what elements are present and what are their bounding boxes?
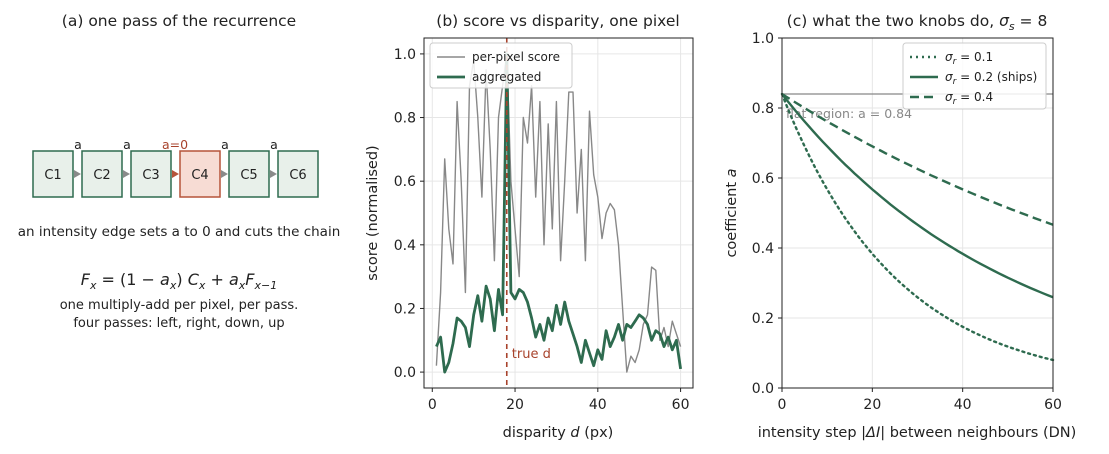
legend-label-sigma-r-0.4: σr = 0.4 (945, 90, 993, 107)
edge-caption: an intensity edge sets a to 0 and cuts t… (18, 224, 341, 240)
chart-c-ticks: 0 20 40 60 0.0 0.2 0.4 0.6 0.8 1.0 (752, 31, 1062, 413)
chart-b-ticks: 0 20 40 60 0.0 0.2 0.4 0.6 0.8 1.0 (394, 47, 690, 413)
cell-c2 (81, 150, 123, 198)
chart-b-series (435, 52, 682, 374)
chart-c-tick-label-x: 0 (778, 397, 787, 413)
chart-b-ylabel: score (normalised) (365, 145, 381, 280)
link-arrow (270, 170, 277, 178)
chart-b-tick-label-y: 1.0 (394, 47, 416, 63)
chart-b-tick-label-y: 0.2 (394, 301, 416, 317)
cell-c1 (32, 150, 74, 198)
chart-c-tick-label-x: 60 (1044, 397, 1062, 413)
panel-a: (a) one pass of the recurrence C1 C2 C3 C4 C… (18, 12, 341, 331)
chart-b-frame (423, 37, 694, 389)
link-arrow (221, 170, 228, 178)
chart-c-tick-label-x: 40 (954, 397, 972, 413)
chart-b-tick-label-y: 0.8 (394, 111, 416, 127)
chart-c-tick-label-y: 0.8 (752, 101, 774, 117)
chart-c-legend: σr = 0.1 σr = 0.2 (ships) σr = 0.4 (902, 42, 1047, 110)
recurrence-formula: Fx = (1 − ax) Cx + axFx−1 (81, 270, 277, 292)
chart-c-ylabel: coefficient a (724, 168, 740, 257)
chart-b-legend: per-pixel score aggregated (429, 42, 573, 89)
chart-b-tick-label-y: 0.0 (394, 365, 416, 381)
chart-b-legend-box (429, 42, 573, 89)
series-line-per-pixel-score (435, 53, 682, 373)
chart-c-tick-label-y: 0.2 (752, 311, 774, 327)
link-label: a (123, 137, 131, 152)
flat-region-label: flat region: a = 0.84 (786, 106, 912, 121)
chart-b: (b) score vs disparity, one pixel true d… (365, 12, 694, 441)
panel-a-title: (a) one pass of the recurrence (62, 12, 296, 30)
cut-arrow (172, 170, 179, 178)
cell-label-c6: C6 (289, 168, 306, 183)
chart-c-series: flat region: a = 0.84 (780, 92, 1055, 362)
chart-c-tick-label-y: 0.4 (752, 241, 774, 257)
cut-link-label: a=0 (162, 137, 188, 152)
cell-c4 (179, 150, 221, 198)
link-arrow (74, 170, 81, 178)
chart-b-tick-label-y: 0.4 (394, 238, 416, 254)
cell-label-c2: C2 (93, 168, 110, 183)
chart-b-tick-label-y: 0.6 (394, 174, 416, 190)
series-line-sigma-r-0.4 (781, 92, 1054, 226)
cell-c3 (130, 150, 172, 198)
cell-label-c5: C5 (240, 168, 257, 183)
cell-label-c3: C3 (142, 168, 159, 183)
chart-b-xlabel: disparity d (px) (503, 425, 614, 441)
chart-c-tick-label-y: 0.0 (752, 381, 774, 397)
series-line-sigma-r-0.2 (781, 93, 1054, 299)
link-label: a (270, 137, 278, 152)
chart-b-tick-label-x: 40 (589, 397, 607, 413)
chart-c-tick-label-x: 20 (863, 397, 881, 413)
cell-c6 (277, 150, 319, 198)
cell-label-c1: C1 (44, 168, 61, 183)
chart-c-tick-label-y: 0.6 (752, 171, 774, 187)
legend-label-sigma-r-0.1: σr = 0.1 (945, 50, 993, 67)
note-line-2: four passes: left, right, down, up (73, 316, 284, 331)
note-line-1: one multiply-add per pixel, per pass. (60, 298, 299, 313)
legend-label-aggregated: aggregated (472, 70, 541, 84)
link-label: a (74, 137, 82, 152)
chart-b-tick-label-x: 60 (672, 397, 690, 413)
cell-c5 (228, 150, 270, 198)
chart-c-frame (781, 37, 1054, 389)
series-line-sigma-r-0.1 (780, 92, 1055, 362)
series-line-aggregated (435, 52, 682, 374)
link-label: a (221, 137, 229, 152)
chart-c-legend-box (902, 42, 1047, 110)
chart-b-tick-label-x: 20 (506, 397, 524, 413)
chart-b-title: (b) score vs disparity, one pixel (436, 12, 679, 30)
link-arrow (123, 170, 130, 178)
true-d-label: true d (512, 347, 551, 362)
legend-label-per-pixel-score: per-pixel score (472, 50, 560, 64)
chart-c-tick-label-y: 1.0 (752, 31, 774, 47)
chart-c-xlabel: intensity step |ΔI| between neighbours (… (758, 425, 1077, 441)
legend-label-sigma-r-0.2: σr = 0.2 (ships) (945, 70, 1037, 87)
chart-b-tick-label-x: 0 (428, 397, 437, 413)
chart-c: (c) what the two knobs do, σs = 8 flat r… (724, 12, 1076, 441)
chart-c-title: (c) what the two knobs do, σs = 8 (787, 12, 1048, 33)
recurrence-chain: C1 C2 C3 C4 C5 C6 a a a=0 a a (32, 137, 319, 198)
cell-label-c4: C4 (191, 168, 208, 183)
chart-b-annotation: true d (505, 38, 551, 388)
